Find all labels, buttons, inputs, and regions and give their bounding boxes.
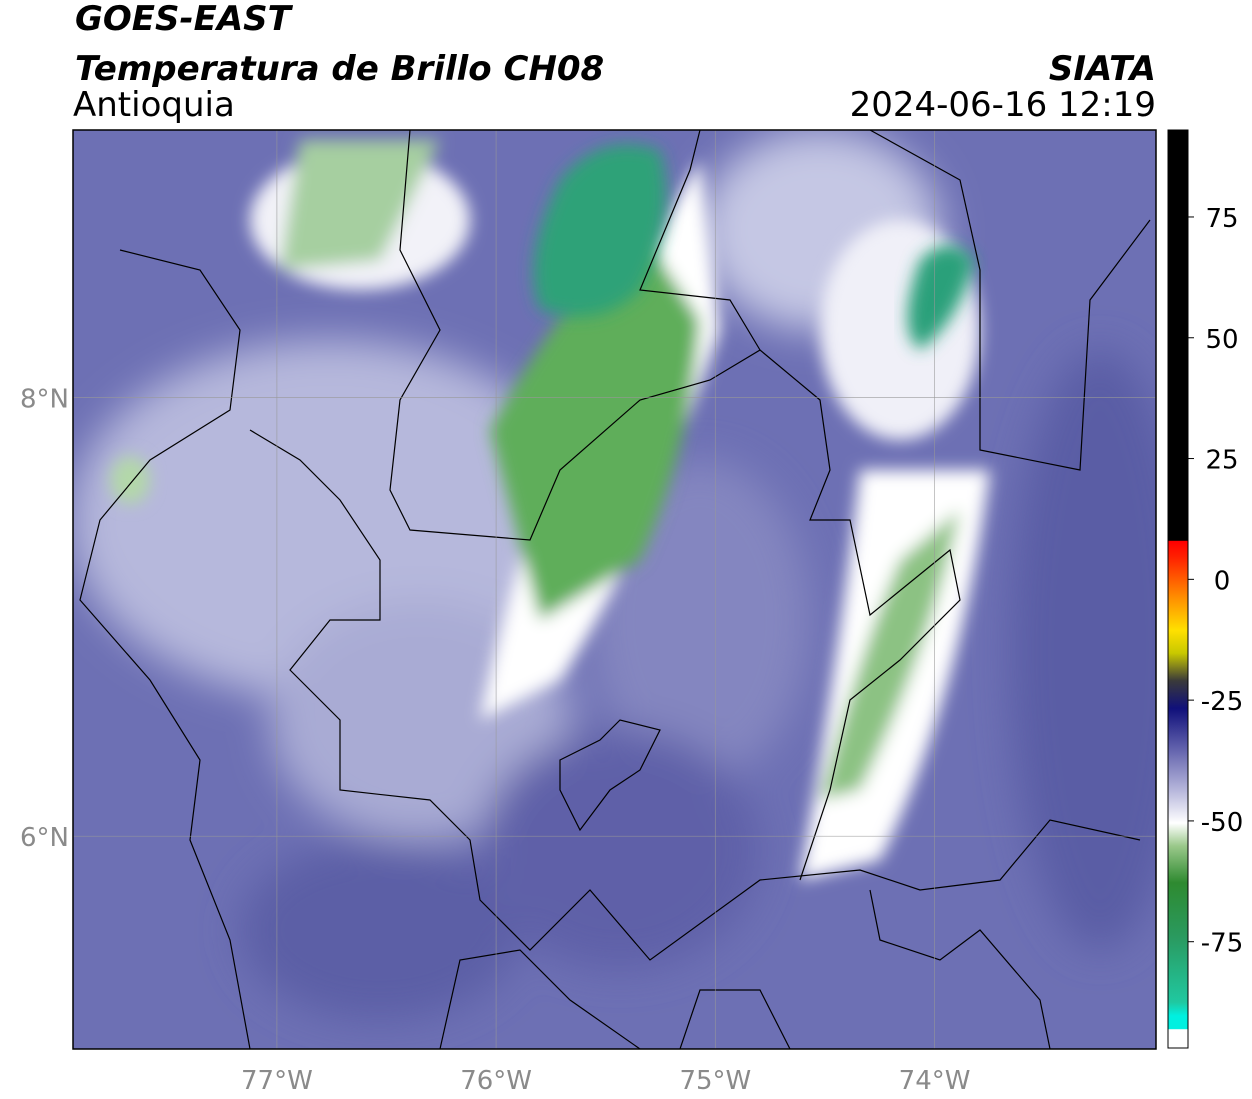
colorbar-tick-label: 75 xyxy=(1205,204,1238,234)
graticule xyxy=(73,130,1156,1049)
x-tick-label: 77°W xyxy=(241,1066,313,1096)
source: SIATA xyxy=(1049,49,1156,89)
x-tick-label: 74°W xyxy=(899,1066,971,1096)
x-tick-label: 76°W xyxy=(460,1066,532,1096)
satellite-image xyxy=(73,130,1156,1049)
colorbar-tick-label: 0 xyxy=(1214,566,1231,596)
region: Antioquia xyxy=(73,85,235,125)
colorbar-tick-label: 50 xyxy=(1205,325,1238,355)
y-tick-label: 8°N xyxy=(20,385,69,415)
datetime: 2024-06-16 12:19 xyxy=(850,85,1156,125)
colorbar-tick-label: -25 xyxy=(1201,687,1243,717)
colorbar-tick-label: -50 xyxy=(1201,808,1243,838)
product: Temperatura de Brillo CH08 xyxy=(75,49,604,89)
satellite: GOES-EAST xyxy=(75,0,294,39)
y-tick-label: 6°N xyxy=(20,823,69,853)
colorbar-tick-label: -75 xyxy=(1201,929,1243,959)
map-frame xyxy=(72,129,1157,1050)
x-tick-label: 75°W xyxy=(679,1066,751,1096)
colorbar xyxy=(1167,129,1189,1049)
colorbar-tick-label: 25 xyxy=(1205,446,1238,476)
